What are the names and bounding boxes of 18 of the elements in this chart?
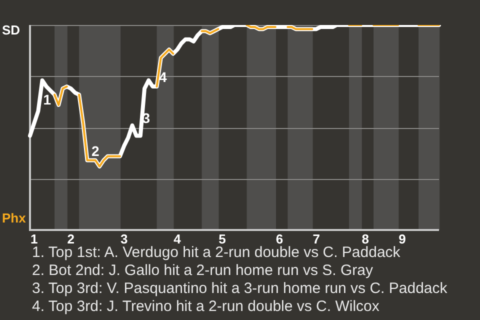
text: 4. Top 3rd: J. Trevino hit a 2-run double vs C. Wilcox (32, 298, 380, 316)
annotation: 2 (92, 142, 100, 159)
text: 2. Bot 2nd: J. Gallo hit a 2-run home run vs S. Gray (32, 262, 374, 280)
x-tick-label: 7 (312, 231, 320, 246)
annotation: 4 (159, 69, 168, 86)
x-tick-label: 1 (30, 231, 38, 246)
x-tick-label: 4 (174, 231, 182, 246)
x-tick-label: 5 (218, 231, 226, 246)
text: SD (2, 22, 20, 38)
annotation: 1 (43, 92, 52, 108)
text: 1. Top 1st: A. Verdugo hit a 2-run double vs C. Paddack (32, 244, 402, 262)
text: 3. Top 3rd: V. Pasquantino hit a 3-run home run vs C. Paddack (32, 280, 448, 298)
x-tick-label: 3 (120, 231, 128, 246)
x-tick-label: 9 (398, 231, 406, 246)
x-tick-label: 6 (276, 231, 284, 246)
x-tick-label: 8 (362, 231, 369, 246)
text: Phx (2, 210, 27, 226)
x-tick-label: 2 (67, 231, 75, 246)
